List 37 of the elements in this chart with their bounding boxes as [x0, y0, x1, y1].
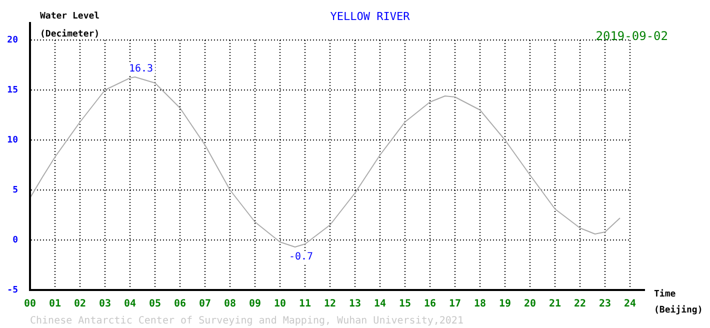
x-tick-label: 08 — [224, 298, 236, 310]
x-tick-label: 04 — [124, 298, 136, 310]
annotation: -0.7 — [288, 252, 314, 263]
x-tick-label: 09 — [248, 298, 262, 310]
x-tick-label: 24 — [624, 298, 636, 310]
x-axis-title: Time (Beijing) — [654, 288, 703, 316]
y-tick-label: 5 — [12, 185, 18, 196]
chart-title: YELLOW RIVER — [330, 10, 410, 23]
x-tick-label: 05 — [148, 298, 162, 310]
x-tick-label: 19 — [498, 298, 512, 310]
x-tick-label: 10 — [274, 298, 286, 310]
x-tick-label: 18 — [474, 298, 486, 310]
x-tick-label: 21 — [548, 298, 562, 310]
x-tick-label: 02 — [74, 298, 86, 310]
y-axis-title: Water Level (Decimeter) — [40, 11, 100, 40]
x-tick-label: 22 — [574, 298, 586, 310]
x-tick-label: 20 — [524, 298, 536, 310]
x-tick-label: 03 — [98, 298, 112, 310]
x-tick-label: 23 — [598, 298, 612, 310]
x-tick-label: 01 — [48, 298, 62, 310]
y-tick-label: 10 — [7, 135, 18, 146]
x-tick-label: 17 — [448, 298, 462, 310]
x-tick-label: 06 — [174, 298, 186, 310]
y-tick-label: 0 — [12, 235, 18, 246]
x-tick-label: 16 — [424, 298, 436, 310]
y-tick-label: 20 — [7, 35, 18, 46]
x-tick-label: 13 — [348, 298, 362, 310]
x-tick-label: 07 — [198, 298, 212, 310]
x-tick-label: 14 — [374, 298, 386, 310]
x-tick-label: 15 — [398, 298, 412, 310]
x-tick-label: 12 — [324, 298, 336, 310]
annotation: 16.3 — [128, 64, 154, 75]
x-tick-label: 00 — [24, 298, 36, 310]
y-tick-label: -5 — [7, 285, 18, 296]
chart-subtitle: 2019-09-02 — [596, 29, 668, 44]
y-tick-label: 15 — [7, 85, 18, 96]
x-tick-label: 11 — [298, 298, 312, 310]
